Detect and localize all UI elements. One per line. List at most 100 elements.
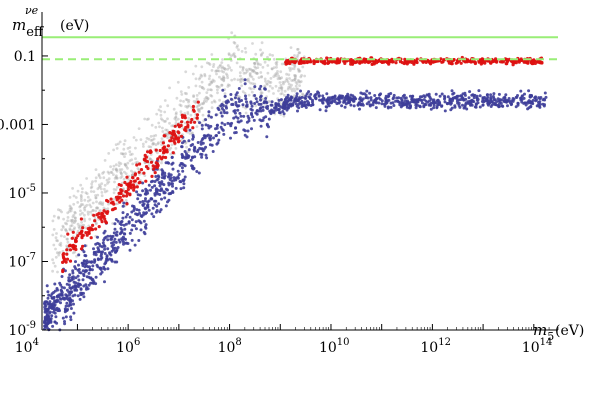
data-point	[237, 100, 241, 103]
data-point	[295, 92, 299, 96]
data-point	[523, 92, 526, 96]
data-point	[109, 237, 113, 241]
data-point	[241, 90, 245, 94]
data-point	[62, 226, 65, 229]
data-point	[381, 59, 386, 63]
data-point	[64, 304, 68, 308]
data-point	[86, 195, 90, 199]
data-point	[87, 224, 91, 228]
data-point	[187, 116, 191, 120]
data-point	[253, 62, 257, 65]
data-point	[391, 97, 395, 101]
data-point	[239, 74, 242, 78]
data-point	[100, 245, 104, 249]
data-point	[198, 107, 202, 111]
data-point	[286, 87, 290, 91]
data-point	[293, 76, 297, 80]
data-point	[232, 41, 236, 44]
data-point	[89, 186, 93, 190]
data-point	[459, 94, 463, 98]
data-point	[85, 177, 88, 180]
data-point	[248, 74, 252, 78]
data-point	[81, 244, 85, 248]
data-point	[153, 180, 157, 183]
data-point	[200, 65, 204, 69]
data-point	[291, 103, 295, 107]
data-point	[298, 80, 302, 84]
data-point	[263, 60, 267, 64]
data-point	[389, 105, 393, 109]
data-point	[185, 145, 189, 149]
data-point	[232, 52, 236, 56]
data-point	[221, 128, 225, 132]
data-point	[78, 205, 82, 209]
data-point	[240, 84, 244, 88]
data-point	[119, 170, 123, 174]
y-tick-label: 0.001	[0, 117, 36, 133]
data-point	[71, 244, 76, 248]
data-point	[241, 103, 245, 107]
data-point	[511, 97, 515, 100]
data-point	[162, 183, 166, 187]
data-point	[513, 60, 517, 64]
data-point	[70, 236, 74, 240]
data-point	[55, 321, 59, 325]
data-point	[89, 210, 92, 214]
data-point	[83, 208, 87, 212]
data-point	[285, 79, 288, 82]
data-point	[185, 120, 190, 124]
data-point	[58, 251, 62, 254]
data-point	[303, 96, 307, 100]
data-point	[288, 66, 291, 70]
data-point	[106, 182, 109, 185]
data-point	[364, 93, 368, 97]
data-point	[288, 102, 292, 106]
data-point	[210, 81, 214, 85]
data-point	[91, 209, 94, 213]
data-point	[293, 54, 296, 57]
data-point	[65, 257, 70, 261]
data-point	[435, 99, 439, 103]
data-point	[172, 139, 176, 143]
data-point	[64, 228, 68, 231]
data-point	[164, 187, 168, 191]
data-point	[255, 109, 259, 113]
data-point	[194, 64, 198, 68]
data-point	[58, 209, 62, 212]
data-point	[147, 137, 151, 141]
data-point	[259, 63, 262, 66]
data-point	[480, 57, 484, 61]
data-point	[114, 188, 118, 192]
data-point	[120, 189, 124, 193]
data-point	[122, 142, 126, 146]
data-point	[130, 158, 134, 162]
data-point	[169, 176, 173, 180]
data-point	[452, 91, 456, 95]
data-point	[265, 135, 269, 139]
data-point	[118, 200, 122, 204]
data-point	[155, 112, 159, 116]
data-point	[122, 232, 126, 236]
data-point	[289, 87, 293, 91]
data-point	[59, 244, 63, 247]
data-point	[119, 176, 123, 180]
data-point	[269, 111, 272, 115]
data-point	[212, 63, 216, 66]
data-point	[216, 141, 220, 145]
data-point	[284, 97, 287, 101]
data-point	[241, 66, 245, 70]
data-point	[124, 152, 127, 156]
data-point	[210, 106, 214, 110]
data-point	[359, 103, 363, 107]
data-point	[65, 294, 69, 298]
data-point	[151, 138, 154, 142]
data-point	[291, 60, 295, 64]
data-point	[121, 211, 125, 215]
data-point	[121, 216, 125, 220]
data-point	[261, 118, 265, 122]
data-point	[222, 76, 226, 80]
data-point	[233, 111, 237, 115]
data-point	[170, 136, 174, 140]
data-point	[163, 171, 167, 175]
data-point	[392, 104, 396, 107]
